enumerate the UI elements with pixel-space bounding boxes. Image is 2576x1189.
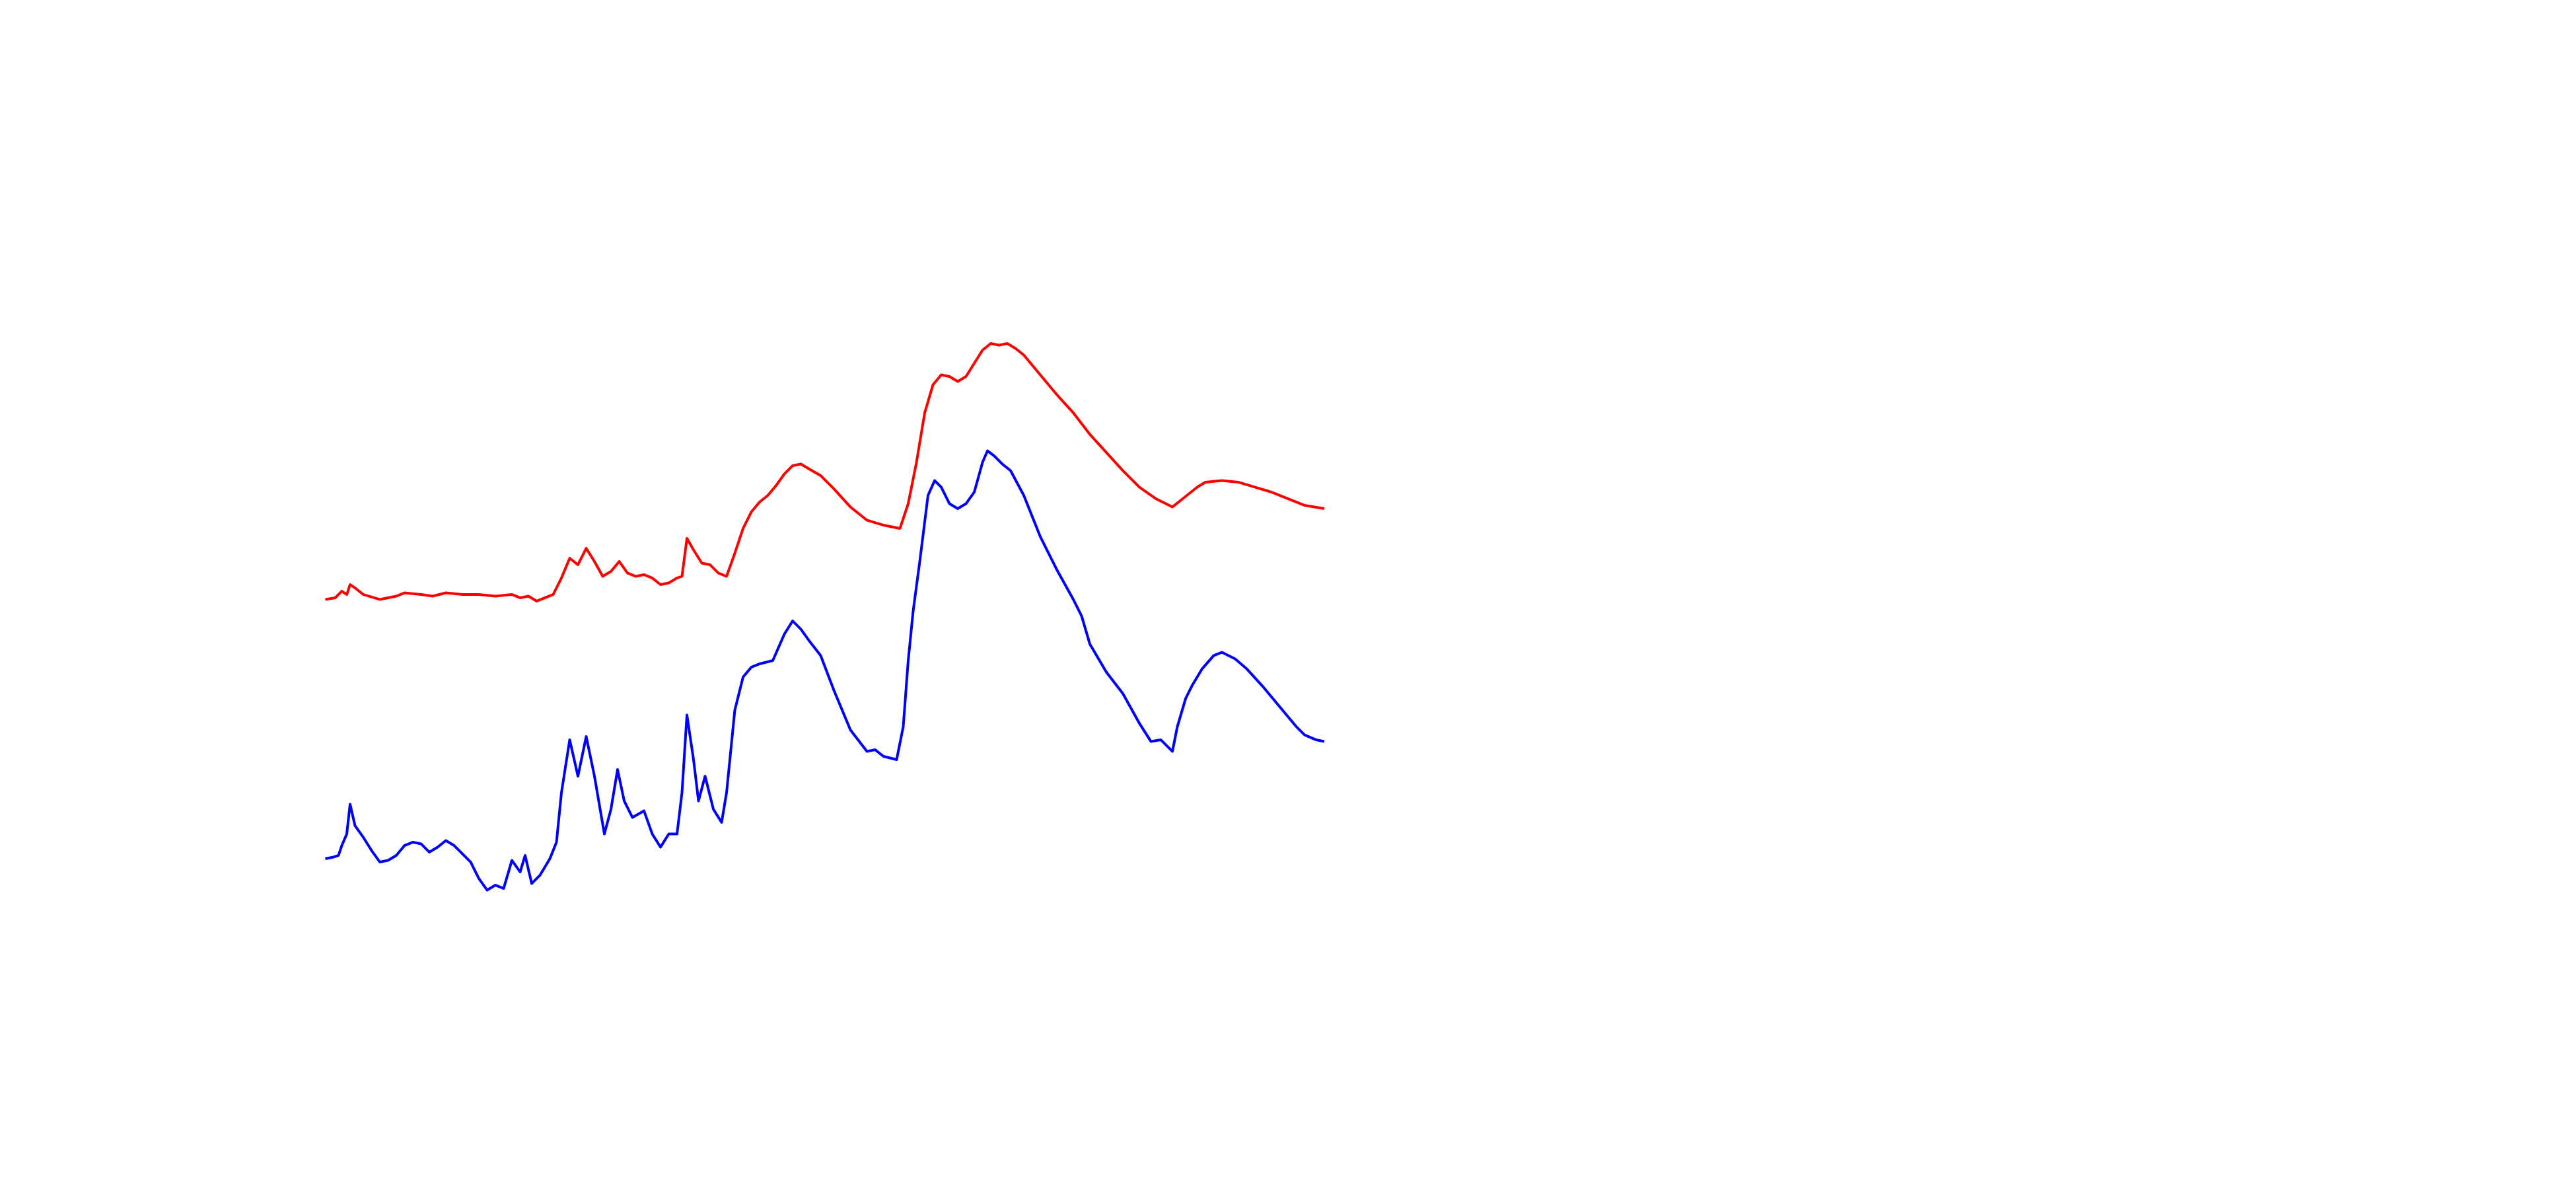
data-line (325, 342, 1325, 602)
data-line (325, 449, 1325, 892)
